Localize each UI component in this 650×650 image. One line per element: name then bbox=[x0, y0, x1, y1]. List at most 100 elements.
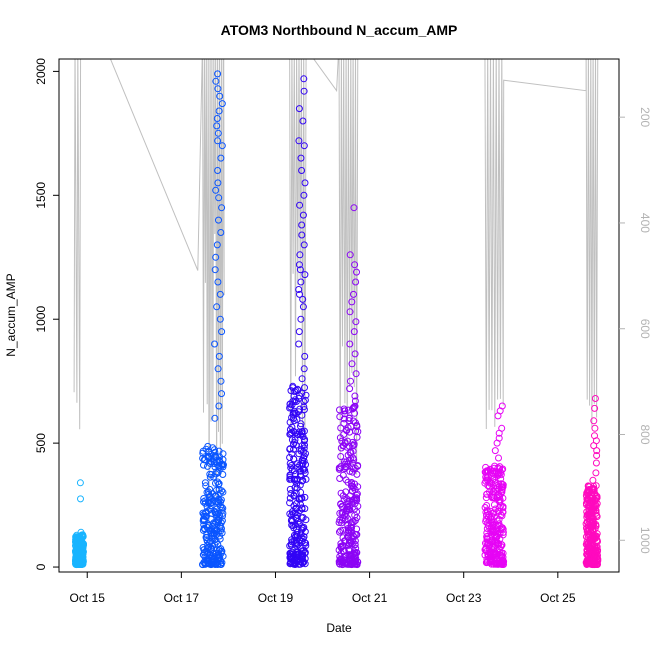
data-point bbox=[593, 447, 601, 455]
data-point bbox=[200, 524, 208, 532]
data-point bbox=[290, 552, 297, 560]
x-axis: Oct 15 Oct 17 Oct 19 Oct 21 Oct 23 Oct 25 bbox=[70, 572, 576, 605]
data-point bbox=[218, 529, 226, 537]
data-point bbox=[211, 340, 219, 348]
x-tick-label: Oct 17 bbox=[164, 591, 200, 605]
data-point bbox=[79, 545, 87, 553]
data-point bbox=[299, 117, 307, 125]
data-point bbox=[301, 528, 309, 536]
data-point bbox=[342, 558, 350, 566]
data-point bbox=[290, 445, 298, 453]
data-point bbox=[493, 468, 501, 476]
data-point bbox=[351, 350, 359, 358]
data-point bbox=[300, 87, 308, 95]
data-point bbox=[215, 402, 223, 410]
data-point bbox=[210, 526, 218, 534]
data-point bbox=[345, 456, 353, 464]
data-point bbox=[293, 484, 301, 492]
data-point bbox=[206, 460, 214, 467]
data-point bbox=[300, 437, 308, 445]
data-point bbox=[351, 397, 359, 405]
data-point bbox=[202, 482, 210, 490]
data-point bbox=[346, 385, 354, 393]
data-point bbox=[497, 560, 505, 568]
data-point bbox=[74, 559, 82, 567]
data-point bbox=[217, 229, 225, 236]
data-point bbox=[489, 493, 497, 501]
data-point bbox=[218, 100, 226, 108]
data-point bbox=[290, 440, 297, 448]
data-point bbox=[347, 537, 355, 544]
data-point bbox=[202, 509, 209, 517]
data-point bbox=[287, 553, 294, 561]
data-point bbox=[288, 536, 296, 544]
data-point bbox=[286, 430, 294, 438]
data-point bbox=[200, 456, 208, 464]
data-point bbox=[213, 303, 221, 311]
x-tick-label: Oct 15 bbox=[70, 591, 106, 605]
data-point bbox=[350, 456, 358, 464]
data-point bbox=[343, 443, 351, 451]
data-point bbox=[348, 298, 356, 306]
data-point bbox=[354, 558, 362, 566]
data-point bbox=[210, 558, 218, 566]
data-point bbox=[213, 468, 221, 476]
data-point bbox=[203, 537, 211, 545]
plot-frame bbox=[58, 58, 620, 573]
data-point bbox=[214, 70, 222, 78]
data-point bbox=[341, 516, 349, 524]
x-axis-label: Date bbox=[326, 621, 352, 635]
scatter-points-layer bbox=[72, 70, 602, 569]
data-point bbox=[219, 471, 227, 478]
data-point bbox=[336, 528, 343, 536]
data-point bbox=[591, 502, 599, 510]
data-point bbox=[216, 453, 224, 461]
data-point bbox=[483, 474, 491, 482]
data-point bbox=[344, 528, 352, 536]
data-point bbox=[214, 365, 222, 373]
data-point bbox=[347, 524, 355, 532]
data-point bbox=[592, 469, 600, 477]
data-point bbox=[298, 167, 306, 174]
data-point bbox=[215, 496, 223, 504]
data-point bbox=[345, 506, 353, 513]
data-point bbox=[293, 531, 301, 539]
data-point bbox=[482, 494, 490, 502]
data-point bbox=[584, 486, 592, 494]
data-point bbox=[589, 527, 597, 535]
data-point bbox=[353, 433, 361, 441]
data-point bbox=[352, 495, 360, 503]
data-point bbox=[287, 540, 295, 548]
data-point bbox=[486, 524, 494, 532]
data-point bbox=[483, 490, 491, 498]
data-point bbox=[295, 105, 303, 113]
data-point bbox=[353, 470, 361, 478]
data-point bbox=[483, 508, 491, 516]
data-point bbox=[348, 496, 356, 504]
data-point bbox=[290, 417, 298, 425]
data-point bbox=[288, 511, 296, 519]
data-point bbox=[341, 410, 349, 418]
data-point bbox=[286, 426, 294, 433]
data-point bbox=[78, 542, 86, 550]
data-point bbox=[298, 477, 306, 485]
data-point bbox=[490, 554, 498, 562]
data-point bbox=[488, 512, 496, 520]
y-tick-label: 0 bbox=[34, 563, 48, 570]
data-point bbox=[299, 448, 307, 456]
data-point bbox=[218, 487, 226, 495]
data-point bbox=[337, 543, 345, 551]
data-point bbox=[296, 266, 304, 274]
data-point bbox=[286, 510, 294, 518]
data-point bbox=[296, 471, 304, 479]
data-point bbox=[214, 179, 222, 187]
data-point bbox=[200, 498, 207, 506]
data-point bbox=[487, 472, 495, 480]
data-point bbox=[351, 392, 359, 400]
data-point bbox=[491, 447, 499, 455]
data-point bbox=[493, 517, 501, 525]
data-point bbox=[288, 429, 296, 437]
y-tick-label: 1000 bbox=[34, 306, 48, 333]
data-point bbox=[352, 318, 360, 326]
data-point bbox=[214, 469, 222, 477]
